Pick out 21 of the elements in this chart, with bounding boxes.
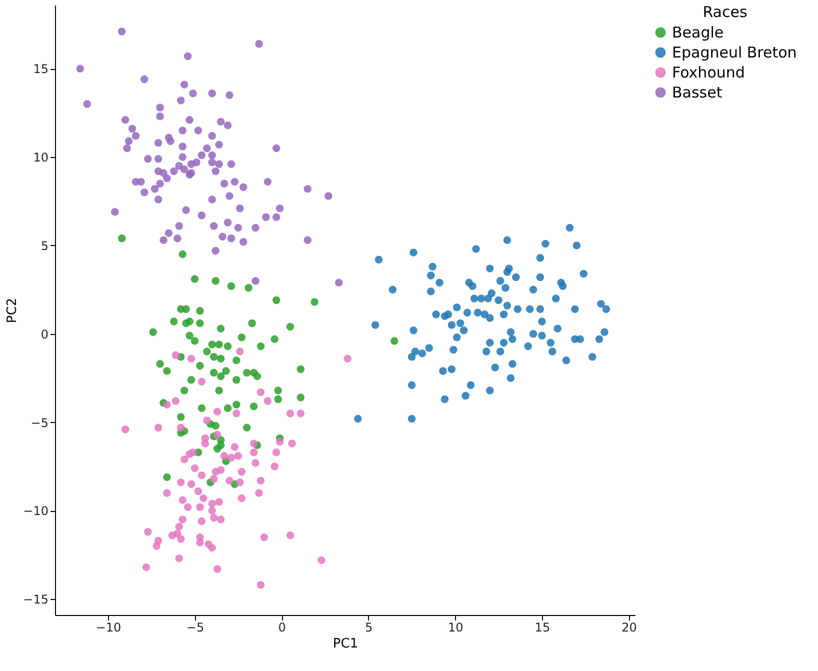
x-tick-label: 0: [278, 620, 286, 634]
legend-label: Epagneul Breton: [672, 44, 797, 62]
x-tick-label: 5: [365, 620, 373, 634]
y-tick-label: 5: [40, 238, 48, 253]
x-tick-label: −10: [96, 620, 122, 634]
x-tick-label: 15: [534, 620, 550, 634]
legend-label: Foxhound: [672, 64, 745, 82]
legend-label: Beagle: [672, 24, 724, 42]
legend-title: Races: [702, 3, 748, 21]
y-tick-label: −10: [23, 504, 48, 518]
y-tick-label: 10: [33, 150, 48, 165]
y-axis-title: PC2: [5, 298, 20, 324]
y-tick-label: −15: [23, 592, 48, 607]
x-tick-label: −5: [186, 620, 204, 634]
x-tick-label: 10: [448, 620, 464, 634]
y-tick-label: 15: [33, 62, 48, 76]
x-axis-title: PC1: [332, 636, 358, 652]
x-tick-label: 20: [622, 620, 637, 634]
y-tick-label: −5: [30, 416, 48, 430]
legend-label: Basset: [672, 84, 722, 102]
y-tick-label: 0: [40, 327, 48, 342]
